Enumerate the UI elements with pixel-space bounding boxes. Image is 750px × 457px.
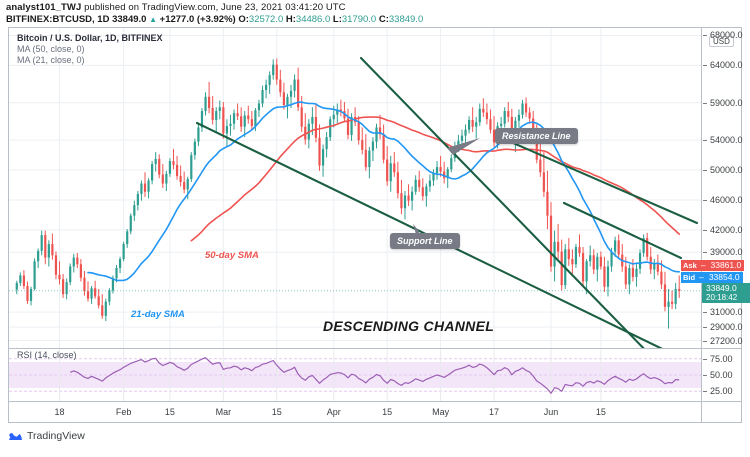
price-axis-tick: 46000.0 bbox=[703, 194, 743, 205]
price-axis-tick: 59000.0 bbox=[703, 97, 743, 108]
price-axis-tick: 42000.0 bbox=[703, 224, 743, 235]
footer-brand-name: TradingView bbox=[27, 430, 85, 442]
rsi-pane[interactable]: RSI (14, close) bbox=[9, 349, 701, 401]
time-axis[interactable]: 18 Feb 15 Mar 15 Apr 15 May 17 Jun 15 bbox=[9, 402, 741, 422]
pane-divider bbox=[9, 348, 741, 349]
time-axis-divider bbox=[9, 401, 741, 402]
last-price-value: 33849.0 bbox=[706, 283, 737, 293]
price-axis[interactable]: USD 68000.0 64000.0 59000.0 54000.0 50000.0 4… bbox=[702, 28, 743, 422]
price-axis-divider bbox=[701, 28, 702, 422]
time-axis-tick: Jun bbox=[543, 407, 559, 417]
price-axis-tick: 29000.0 bbox=[703, 322, 743, 333]
close-label: C: bbox=[378, 14, 389, 25]
published-text: published on TradingView.com, June 23, 2… bbox=[84, 2, 346, 13]
descending-channel-label: DESCENDING CHANNEL bbox=[323, 318, 495, 334]
price-chart-canvas[interactable] bbox=[9, 28, 701, 348]
bid-label: Bid bbox=[683, 273, 696, 282]
bid-price-tag: Bid – 33854.0 bbox=[681, 272, 743, 283]
legend-title: Bitcoin / U.S. Dollar, 1D, BITFINEX bbox=[17, 33, 163, 43]
time-axis-tick: 15 bbox=[271, 407, 282, 417]
ask-price-tag: Ask – 33861.0 bbox=[681, 260, 745, 271]
time-axis-tick: May bbox=[432, 407, 450, 417]
author-name: analyst101_TWJ bbox=[6, 2, 82, 13]
resistance-line-callout: Resistance Line bbox=[495, 128, 578, 144]
price-axis-tick: 31000.0 bbox=[703, 307, 743, 318]
price-change: +1277.0 (+3.92%) bbox=[159, 14, 236, 25]
price-axis-tick: 68000.0 bbox=[703, 30, 743, 41]
time-axis-tick: 18 bbox=[54, 407, 65, 417]
ask-label: Ask bbox=[683, 261, 697, 270]
time-axis-tick: Apr bbox=[326, 407, 341, 417]
legend-ma21: MA (21, close, 0) bbox=[17, 55, 85, 65]
currency-badge: USD bbox=[709, 36, 734, 47]
footer-branding: TradingView bbox=[8, 430, 85, 442]
open-value: 32572.0 bbox=[248, 14, 284, 25]
close-value: 33849.0 bbox=[388, 14, 424, 25]
chart-attribution-header: analyst101_TWJ published on TradingView.… bbox=[6, 2, 746, 25]
chart-legend: Bitcoin / U.S. Dollar, 1D, BITFINEX MA (… bbox=[17, 32, 163, 66]
last-price: 33849.0 bbox=[112, 14, 147, 25]
rsi-axis-tick: 50.00 bbox=[703, 370, 733, 380]
bid-value: 33854.0 bbox=[708, 272, 740, 282]
time-axis-tick: 15 bbox=[164, 407, 175, 417]
time-axis-tick: Mar bbox=[215, 407, 232, 417]
low-label: L: bbox=[332, 14, 342, 25]
sma50-label: 50-day SMA bbox=[205, 250, 259, 261]
rsi-chart-canvas[interactable] bbox=[9, 349, 701, 401]
triangle-up-icon: ▲ bbox=[149, 15, 157, 24]
time-axis-tick: 15 bbox=[382, 407, 393, 417]
sma21-label: 21-day SMA bbox=[131, 309, 185, 320]
time-axis-tick: 17 bbox=[489, 407, 500, 417]
chart-frame: Bitcoin / U.S. Dollar, 1D, BITFINEX MA (… bbox=[8, 27, 750, 423]
price-axis-tick: 50000.0 bbox=[703, 165, 743, 176]
open-label: O: bbox=[238, 14, 249, 25]
tradingview-logo-icon bbox=[9, 432, 22, 440]
symbol-interval: BITFINEX:BTCUSD, 1D bbox=[6, 14, 110, 25]
time-axis-tick: Feb bbox=[115, 407, 132, 417]
price-axis-tick: 27200.0 bbox=[703, 335, 743, 346]
ask-value: 33861.0 bbox=[710, 260, 742, 270]
last-price-countdown: 20:18:42 bbox=[706, 293, 738, 302]
rsi-axis-tick: 25.00 bbox=[703, 386, 733, 397]
price-axis-tick: 39000.0 bbox=[703, 247, 743, 258]
low-value: 31790.0 bbox=[341, 14, 377, 25]
support-line-callout: Support Line bbox=[390, 233, 460, 249]
price-axis-tick: 54000.0 bbox=[703, 135, 743, 146]
rsi-legend: RSI (14, close) bbox=[17, 350, 77, 360]
high-label: H: bbox=[285, 14, 296, 25]
price-pane[interactable]: Bitcoin / U.S. Dollar, 1D, BITFINEX MA (… bbox=[9, 28, 701, 348]
high-value: 34486.0 bbox=[295, 14, 331, 25]
rsi-axis-tick: 75.00 bbox=[703, 353, 733, 364]
time-axis-tick: 15 bbox=[595, 407, 606, 417]
last-price-tag: 33849.0 20:18:42 bbox=[702, 283, 750, 303]
quote-line: BITFINEX:BTCUSD, 1D 33849.0 ▲ +1277.0 (+… bbox=[6, 14, 746, 25]
price-axis-tick: 64000.0 bbox=[703, 60, 743, 71]
legend-ma50: MA (50, close, 0) bbox=[17, 44, 85, 54]
attribution-line: analyst101_TWJ published on TradingView.… bbox=[6, 2, 746, 13]
